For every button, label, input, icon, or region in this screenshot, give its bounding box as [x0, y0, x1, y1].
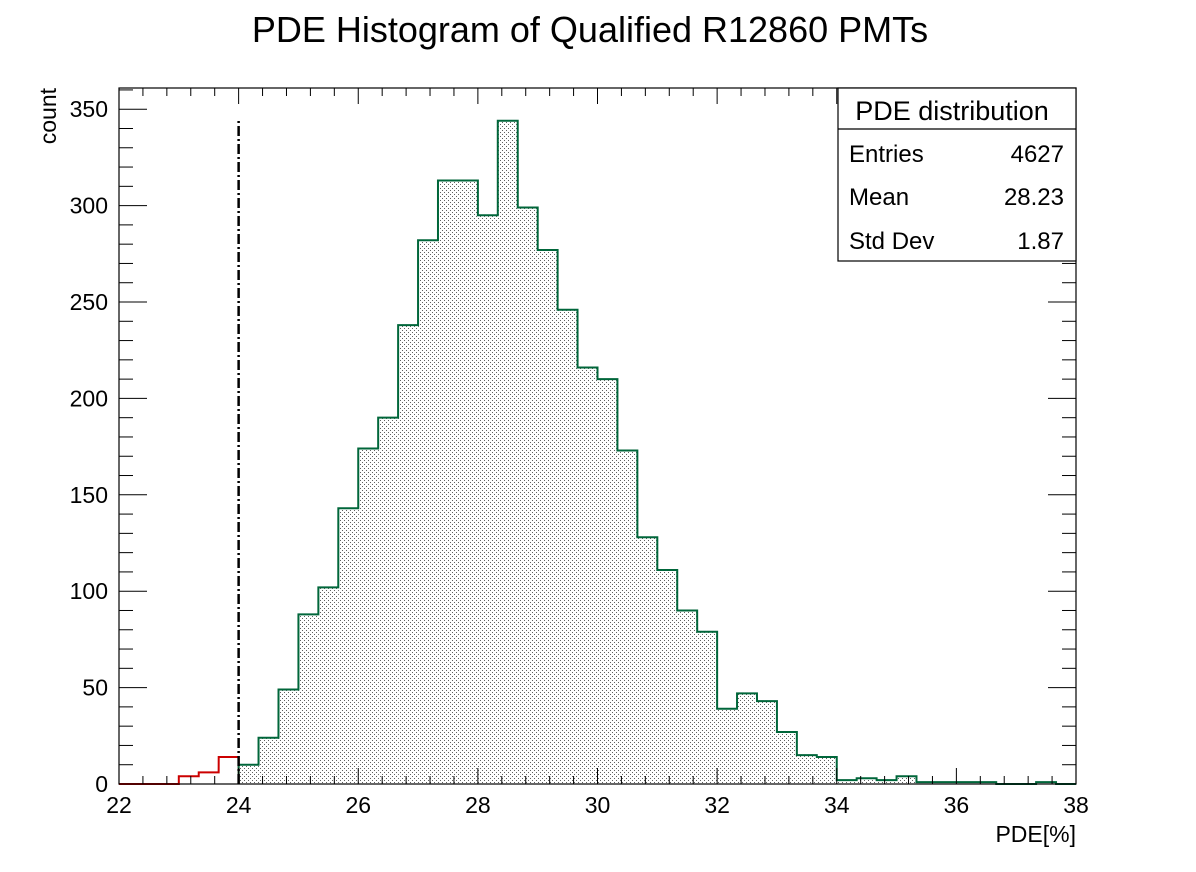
x-tick-label: 26: [345, 792, 371, 818]
histogram-bar: [737, 693, 757, 784]
histogram-bar: [258, 737, 279, 784]
histogram-bar: [497, 120, 518, 784]
stats-entries-label: Entries: [849, 141, 924, 168]
histogram-bar-rejected: [179, 776, 199, 784]
histogram-bar: [457, 180, 478, 784]
y-axis-tick-labels: 0 50 100 150 200 250 300 350: [70, 96, 108, 797]
histogram-bar: [776, 731, 797, 784]
histogram-bar: [896, 776, 917, 784]
y-axis-label: count: [35, 87, 61, 144]
histogram-bar: [657, 569, 678, 784]
x-tick-label: 30: [585, 792, 611, 818]
x-tick-label: 32: [704, 792, 730, 818]
histogram-bar-rejected: [219, 757, 239, 784]
histogram-bar: [856, 778, 877, 784]
histogram-bar: [816, 757, 837, 784]
stats-stddev-value: 1.87: [1017, 228, 1064, 255]
histogram-bar: [318, 587, 339, 784]
stats-stddev-label: Std Dev: [849, 228, 934, 255]
histogram-bar: [557, 309, 578, 784]
stats-entries-value: 4627: [1011, 141, 1064, 168]
histogram-bar: [637, 537, 658, 784]
chart-title: PDE Histogram of Qualified R12860 PMTs: [252, 9, 928, 50]
histogram-bar: [757, 701, 777, 784]
histogram-fill-layer: [179, 120, 1057, 785]
histogram-bar: [298, 614, 319, 784]
histogram-bar: [876, 780, 897, 784]
y-tick-label: 200: [70, 385, 108, 411]
stats-box-title: PDE distribution: [855, 96, 1049, 126]
axis-ticks: [118, 88, 1077, 785]
qualified-series-outline: [237, 119, 1076, 785]
x-tick-label: 28: [465, 792, 491, 818]
histogram-bar: [577, 367, 598, 784]
histogram-bar: [836, 780, 857, 784]
y-tick-label: 50: [82, 675, 108, 701]
stats-box-frame: [837, 87, 1077, 262]
x-tick-label: 36: [944, 792, 970, 818]
histogram-bar: [717, 708, 738, 784]
y-tick-label: 0: [95, 771, 108, 797]
histogram-bar: [537, 249, 558, 784]
plot-area: [118, 87, 1077, 785]
histogram-bar: [517, 207, 538, 785]
x-tick-label: 24: [226, 792, 252, 818]
x-tick-label: 38: [1063, 792, 1089, 818]
x-axis-label: PDE[%]: [995, 821, 1076, 847]
histogram-bar: [437, 180, 458, 784]
y-tick-label: 250: [70, 289, 108, 315]
histogram-bar: [617, 450, 638, 784]
y-tick-label: 300: [70, 193, 108, 219]
rejected-series-outline: [119, 756, 240, 785]
x-tick-label: 34: [824, 792, 850, 818]
x-tick-label: 22: [106, 792, 132, 818]
x-axis-tick-labels: 22 24 26 28 30 32 34 36 38: [106, 792, 1089, 818]
histogram-bar: [697, 631, 718, 784]
y-tick-label: 150: [70, 482, 108, 508]
histogram-bar: [398, 325, 419, 784]
stats-mean-value: 28.23: [1004, 184, 1064, 211]
histogram-bar: [677, 610, 698, 784]
histogram-bar: [597, 379, 618, 784]
histogram-bar: [418, 240, 438, 784]
y-tick-label: 350: [70, 96, 108, 122]
stats-mean-label: Mean: [849, 184, 909, 211]
histogram-bar: [238, 764, 259, 784]
stats-box: PDE distribution Entries 4627 Mean 28.23…: [837, 87, 1077, 262]
histogram-bar: [338, 508, 359, 784]
histogram-bar: [378, 417, 399, 784]
histogram-bar: [796, 755, 817, 784]
y-tick-label: 100: [70, 578, 108, 604]
histogram-bar: [278, 689, 299, 784]
histogram-bar-rejected: [199, 772, 219, 784]
histogram-bar: [477, 215, 498, 785]
histogram-bar: [358, 448, 379, 784]
